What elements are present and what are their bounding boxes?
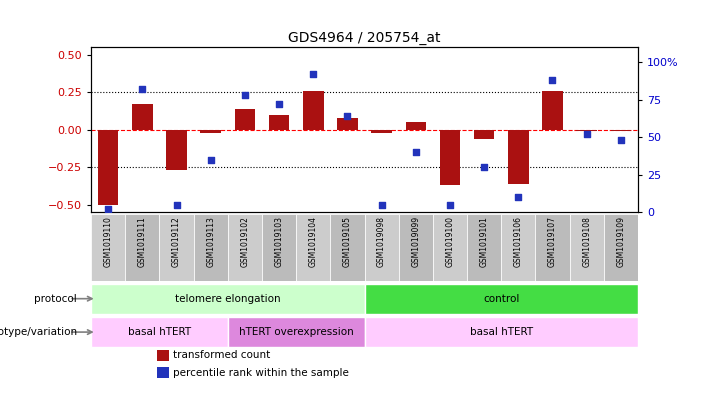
Bar <box>91 284 365 314</box>
Bar <box>157 367 169 378</box>
Bar <box>576 130 597 131</box>
Bar <box>372 130 392 133</box>
Bar <box>433 214 467 281</box>
Text: GSM1019112: GSM1019112 <box>172 216 181 267</box>
Point <box>444 202 456 208</box>
Text: GSM1019106: GSM1019106 <box>514 216 523 267</box>
Text: GSM1019109: GSM1019109 <box>616 216 625 267</box>
Text: GSM1019105: GSM1019105 <box>343 216 352 267</box>
Bar <box>405 122 426 130</box>
Bar <box>569 214 604 281</box>
Bar <box>508 130 529 184</box>
Text: GSM1019099: GSM1019099 <box>411 216 421 267</box>
Point <box>239 92 250 98</box>
Bar <box>235 109 255 130</box>
Point <box>581 131 592 137</box>
Bar <box>269 115 290 130</box>
Title: GDS4964 / 205754_at: GDS4964 / 205754_at <box>288 31 441 45</box>
Bar <box>536 214 570 281</box>
Point <box>512 194 524 200</box>
Text: GSM1019108: GSM1019108 <box>582 216 591 267</box>
Point <box>342 113 353 119</box>
Text: GSM1019103: GSM1019103 <box>275 216 284 267</box>
Bar <box>91 317 228 347</box>
Bar <box>611 130 631 131</box>
Bar <box>303 91 324 130</box>
Bar <box>132 104 153 130</box>
Bar <box>467 214 501 281</box>
Bar <box>98 130 118 205</box>
Text: basal hTERT: basal hTERT <box>128 327 191 337</box>
Bar <box>399 214 433 281</box>
Bar <box>330 214 365 281</box>
Bar <box>160 214 193 281</box>
Bar <box>440 130 460 185</box>
Bar <box>166 130 186 170</box>
Bar <box>200 130 221 133</box>
Text: transformed count: transformed count <box>173 350 271 360</box>
Text: telomere elongation: telomere elongation <box>175 294 280 304</box>
Text: basal hTERT: basal hTERT <box>470 327 533 337</box>
Point <box>410 149 421 155</box>
Text: GSM1019102: GSM1019102 <box>240 216 250 267</box>
Bar <box>91 214 125 281</box>
Text: GSM1019100: GSM1019100 <box>445 216 454 267</box>
Text: GSM1019098: GSM1019098 <box>377 216 386 267</box>
Point <box>376 202 387 208</box>
Bar <box>337 118 358 130</box>
Text: protocol: protocol <box>34 294 77 304</box>
Point <box>479 164 490 170</box>
Bar <box>543 91 563 130</box>
Point <box>547 77 558 83</box>
Bar <box>474 130 494 139</box>
Point <box>102 206 114 212</box>
Text: GSM1019110: GSM1019110 <box>104 216 113 267</box>
Point <box>205 156 217 163</box>
Text: GSM1019104: GSM1019104 <box>308 216 318 267</box>
Text: hTERT overexpression: hTERT overexpression <box>239 327 353 337</box>
Text: GSM1019113: GSM1019113 <box>206 216 215 267</box>
Point <box>615 137 627 143</box>
Bar <box>157 350 169 361</box>
Bar <box>365 214 399 281</box>
Bar <box>501 214 536 281</box>
Bar <box>262 214 296 281</box>
Text: genotype/variation: genotype/variation <box>0 327 77 337</box>
Bar <box>604 214 638 281</box>
Bar <box>365 284 638 314</box>
Bar <box>193 214 228 281</box>
Text: percentile rank within the sample: percentile rank within the sample <box>173 368 349 378</box>
Point <box>308 71 319 77</box>
Point <box>171 202 182 208</box>
Bar <box>297 214 330 281</box>
Text: GSM1019107: GSM1019107 <box>548 216 557 267</box>
Text: GSM1019111: GSM1019111 <box>138 216 147 267</box>
Text: control: control <box>483 294 519 304</box>
Point <box>273 101 285 107</box>
Bar <box>125 214 160 281</box>
Bar <box>365 317 638 347</box>
Bar <box>228 214 262 281</box>
Bar <box>228 317 365 347</box>
Point <box>137 86 148 92</box>
Text: GSM1019101: GSM1019101 <box>479 216 489 267</box>
